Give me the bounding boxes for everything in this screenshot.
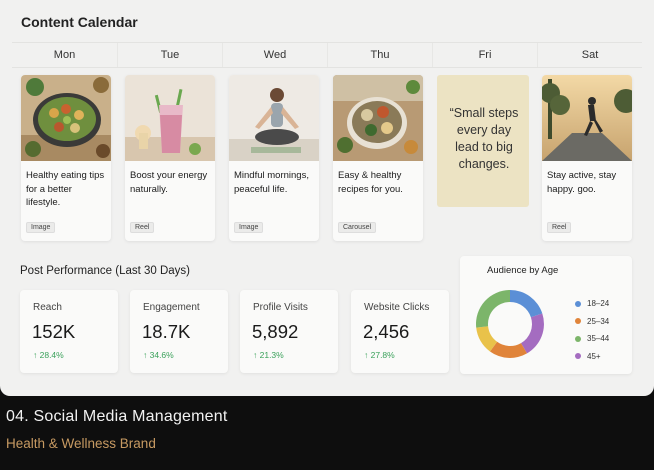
metric-value: 152K [32, 321, 76, 342]
post-caption: Boost your energy naturally. [130, 170, 208, 195]
metric-label: Website Clicks [364, 302, 430, 313]
content-dashboard: Content Calendar Mon Tue Wed Thu Fri Sat [0, 0, 654, 396]
post-type-badge: Carousel [338, 222, 377, 233]
legend-item: 35–44 [575, 330, 609, 348]
yoga-meditation-image [229, 75, 319, 161]
salad-bowl-image [21, 75, 111, 161]
metric-change: ↑ 34.6% [143, 350, 174, 360]
day-sat: Sat [537, 43, 642, 67]
day-mon: Mon [53, 49, 76, 61]
metric-change: ↑ 27.8% [364, 350, 395, 360]
legend-dot [575, 300, 581, 307]
donut-segment-yellow [476, 326, 498, 352]
post-type-badge: Reel [547, 222, 572, 233]
post-card-mon[interactable]: Healthy eating tips for a better lifesty… [21, 75, 111, 241]
post-card-sat[interactable]: Stay active, stay happy. goo. Reel [542, 75, 632, 241]
metric-change: ↑ 28.4% [33, 350, 64, 360]
post-card-thu[interactable]: Easy & healthy recipes for you. Carousel [333, 75, 423, 241]
performance-title: Post Performance (Last 30 Days) [20, 265, 191, 277]
post-type-badge: Image [234, 222, 264, 233]
legend-dot [575, 318, 581, 325]
post-type-badge: Reel [130, 222, 155, 233]
legend-label: 35–44 [587, 334, 610, 344]
day-tue: Tue [117, 43, 222, 67]
audience-donut-chart [476, 290, 544, 358]
post-caption: Stay active, stay happy. goo. [547, 170, 617, 195]
healthy-meal-bowl-image [333, 75, 423, 161]
legend-dot [575, 353, 581, 360]
project-subtitle: Health & Wellness Brand [6, 436, 156, 451]
legend-label: 18–24 [587, 299, 610, 309]
quote-card-image: “Small steps every day lead to big chang… [437, 75, 529, 207]
post-card-tue[interactable]: Boost your energy naturally. Reel [125, 75, 215, 241]
legend-item: 25–34 [575, 313, 609, 331]
post-card-fri[interactable]: “Small steps every day lead to big chang… [437, 75, 529, 241]
audience-by-age-card: Audience by Age 18–24 25–34 35–44 [460, 256, 632, 374]
metric-card-profile-visits: Profile Visits 5,892 ↑ 21.3% [240, 290, 338, 373]
smoothie-glass-image [125, 75, 215, 161]
audience-title: Audience by Age [487, 265, 559, 276]
metric-card-website-clicks: Website Clicks 2,456 ↑ 27.8% [351, 290, 449, 373]
calendar-title: Content Calendar [21, 14, 138, 30]
metric-label: Reach [33, 302, 62, 313]
day-thu: Thu [327, 43, 432, 67]
project-title: 04. Social Media Management [6, 408, 228, 425]
metric-label: Profile Visits [253, 302, 308, 313]
post-caption: Healthy eating tips for a better lifesty… [26, 170, 105, 208]
runner-road-image [542, 75, 632, 161]
audience-legend: 18–24 25–34 35–44 45+ [575, 295, 609, 365]
post-caption: Easy & healthy recipes for you. [338, 170, 403, 195]
legend-label: 45+ [587, 351, 601, 361]
metric-card-reach: Reach 152K ↑ 28.4% [20, 290, 118, 373]
metric-value: 2,456 [363, 321, 410, 342]
legend-item: 18–24 [575, 295, 609, 313]
quote-text: “Small steps every day lead to big chang… [449, 106, 519, 171]
legend-label: 25–34 [587, 316, 610, 326]
donut-segment-18-24 [510, 290, 543, 318]
metric-card-engagement: Engagement 18.7K ↑ 34.6% [130, 290, 228, 373]
metric-value: 18.7K [142, 321, 191, 342]
legend-dot [575, 335, 581, 342]
post-type-badge: Image [26, 222, 56, 233]
post-card-wed[interactable]: Mindful mornings, peaceful life. Image [229, 75, 319, 241]
post-caption: Mindful mornings, peaceful life. [234, 170, 309, 195]
donut-segment-25-34 [490, 341, 527, 358]
day-wed: Wed [222, 43, 327, 67]
day-fri: Fri [432, 43, 537, 67]
metric-value: 5,892 [252, 321, 299, 342]
legend-item: 45+ [575, 348, 609, 366]
donut-segment-35-44 [476, 290, 510, 328]
donut-segment-45-plus [521, 313, 544, 354]
metric-label: Engagement [143, 302, 200, 313]
weekday-header: Mon Tue Wed Thu Fri Sat [12, 42, 642, 68]
metric-change: ↑ 21.3% [253, 350, 284, 360]
